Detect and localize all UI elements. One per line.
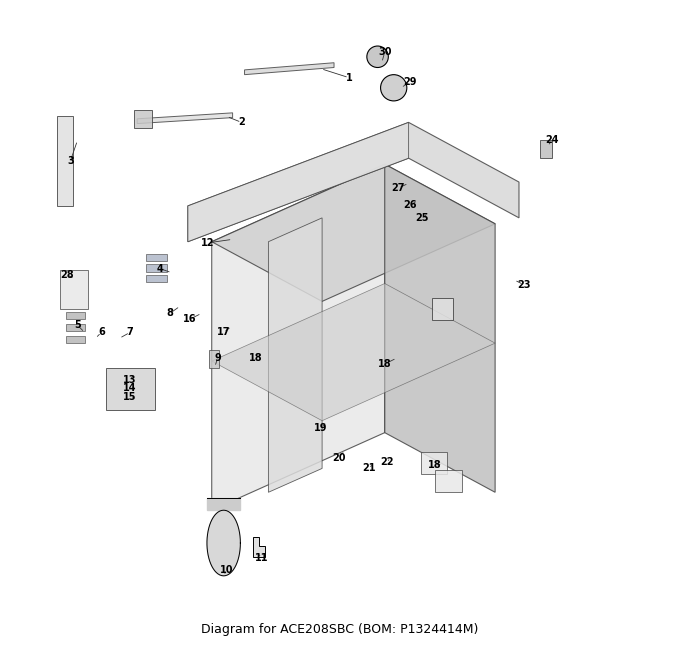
- Polygon shape: [211, 164, 385, 510]
- Polygon shape: [60, 271, 88, 309]
- Text: 6: 6: [98, 328, 105, 337]
- Text: 18: 18: [248, 353, 262, 363]
- Text: 26: 26: [404, 200, 417, 210]
- Text: 19: 19: [314, 423, 328, 433]
- Text: 25: 25: [415, 213, 429, 223]
- Text: 17: 17: [217, 328, 231, 337]
- Polygon shape: [420, 452, 447, 474]
- Text: 15: 15: [123, 392, 137, 402]
- Polygon shape: [146, 254, 167, 261]
- Text: 9: 9: [214, 353, 221, 363]
- Polygon shape: [146, 264, 167, 271]
- Text: 11: 11: [254, 553, 268, 563]
- Text: 18: 18: [428, 461, 441, 470]
- Text: 21: 21: [362, 463, 375, 474]
- Polygon shape: [245, 63, 334, 75]
- Polygon shape: [211, 164, 495, 302]
- Text: 1: 1: [345, 72, 352, 83]
- Text: 20: 20: [332, 453, 345, 463]
- Text: 22: 22: [380, 457, 393, 468]
- Polygon shape: [207, 498, 240, 510]
- Text: 16: 16: [183, 314, 197, 324]
- Polygon shape: [435, 470, 462, 492]
- Circle shape: [381, 75, 407, 101]
- Polygon shape: [106, 368, 155, 410]
- Polygon shape: [540, 140, 551, 158]
- Polygon shape: [209, 350, 220, 368]
- Polygon shape: [134, 110, 152, 129]
- Text: 7: 7: [126, 328, 133, 337]
- Polygon shape: [137, 113, 233, 123]
- Text: 8: 8: [167, 308, 173, 318]
- Polygon shape: [432, 298, 454, 320]
- Polygon shape: [385, 164, 495, 492]
- Circle shape: [367, 46, 388, 67]
- Text: 10: 10: [220, 565, 233, 575]
- Text: 28: 28: [60, 269, 73, 280]
- Text: 4: 4: [156, 264, 163, 273]
- Text: 30: 30: [378, 47, 392, 57]
- Polygon shape: [65, 336, 84, 343]
- Polygon shape: [254, 537, 265, 557]
- Polygon shape: [269, 218, 322, 492]
- Polygon shape: [188, 122, 519, 242]
- Polygon shape: [56, 116, 73, 206]
- Text: 29: 29: [404, 77, 417, 87]
- Text: Diagram for ACE208SBC (BOM: P1324414M): Diagram for ACE208SBC (BOM: P1324414M): [201, 623, 479, 636]
- Text: 12: 12: [201, 238, 214, 248]
- Text: 2: 2: [238, 118, 245, 127]
- Polygon shape: [207, 510, 240, 576]
- Text: 14: 14: [123, 383, 137, 393]
- Text: 5: 5: [74, 320, 81, 330]
- Polygon shape: [211, 284, 495, 421]
- Text: 13: 13: [123, 375, 137, 385]
- Text: 18: 18: [378, 359, 392, 369]
- Text: 27: 27: [392, 183, 405, 193]
- Text: 3: 3: [67, 156, 73, 166]
- Polygon shape: [188, 122, 409, 242]
- Polygon shape: [65, 312, 84, 319]
- Text: 23: 23: [517, 280, 530, 289]
- Polygon shape: [65, 324, 84, 331]
- Text: 24: 24: [545, 135, 558, 145]
- Polygon shape: [146, 275, 167, 282]
